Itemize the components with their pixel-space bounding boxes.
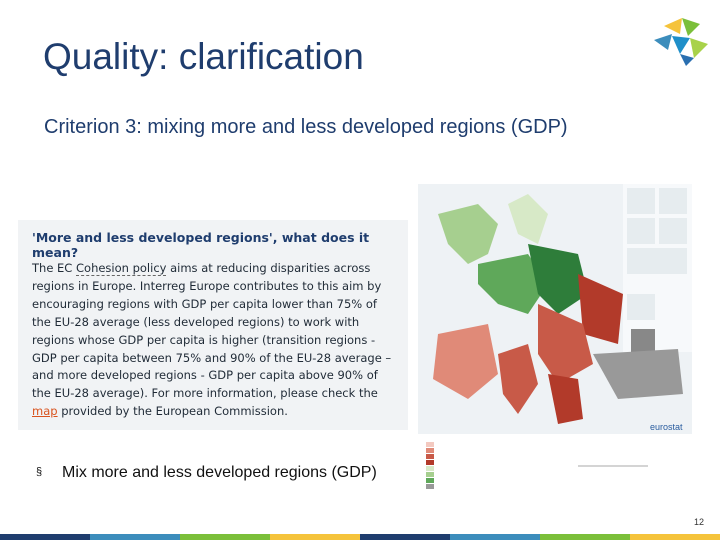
cohesion-policy-link[interactable]: Cohesion policy <box>76 261 167 276</box>
legend-swatch <box>426 478 434 483</box>
footer-segment <box>450 534 540 540</box>
map-legend <box>418 436 692 496</box>
footer-segment <box>270 534 360 540</box>
legend-swatch <box>426 466 434 471</box>
info-heading: 'More and less developed regions', what … <box>32 230 370 260</box>
footer-segment <box>90 534 180 540</box>
footer-segment <box>630 534 720 540</box>
bullet-item: § Mix more and less developed regions (GD… <box>36 464 377 482</box>
legend-swatch <box>426 442 434 447</box>
eurostat-watermark: eurostat <box>650 422 683 432</box>
info-text-main: aims at reducing disparities across regi… <box>32 261 392 401</box>
footer-color-bar <box>0 534 720 540</box>
page-number: 12 <box>693 517 704 527</box>
footer-segment <box>0 534 90 540</box>
legend-swatch <box>426 484 434 489</box>
legend-swatch <box>426 454 434 459</box>
legend-swatch <box>426 472 434 477</box>
legend-swatch <box>426 448 434 453</box>
map-link[interactable]: map <box>32 404 58 419</box>
slide-title: Quality: clarification <box>43 36 364 77</box>
info-text-end: provided by the European Commission. <box>57 404 288 419</box>
slide-subtitle: Criterion 3: mixing more and less develo… <box>44 116 568 138</box>
info-box: 'More and less developed regions', what … <box>18 220 408 430</box>
info-text-start: The EC <box>32 261 76 275</box>
footer-segment <box>180 534 270 540</box>
footer-segment <box>360 534 450 540</box>
interreg-logo-icon <box>654 18 708 66</box>
europe-gdp-map: eurostat <box>418 184 692 434</box>
legend-swatch <box>426 460 434 465</box>
bullet-marker: § <box>36 466 43 478</box>
info-body: The EC Cohesion policy aims at reducing … <box>32 260 392 421</box>
footer-segment <box>540 534 630 540</box>
bullet-text: Mix more and less developed regions (GDP… <box>62 464 377 481</box>
